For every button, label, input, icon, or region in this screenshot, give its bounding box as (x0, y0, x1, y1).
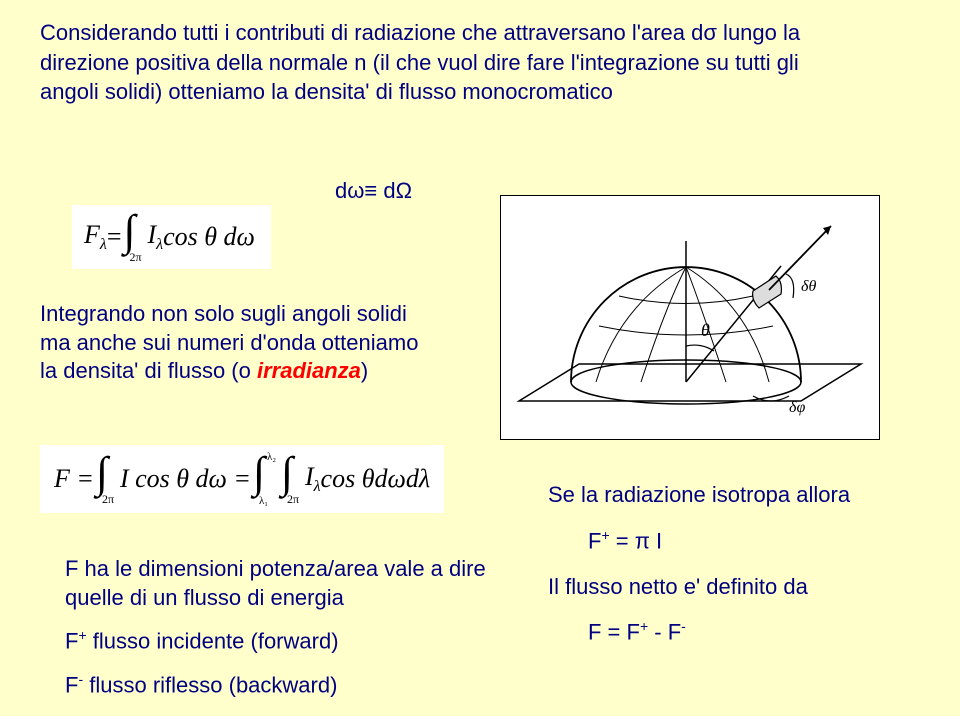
net-flux-text: Il flusso netto e' definito da (548, 572, 948, 602)
equivalence-note: dω≡ dΩ (335, 178, 412, 204)
delta-phi-label: δφ (789, 399, 805, 416)
f-dimensions-text: F ha le dimensioni potenza/area vale a d… (65, 555, 495, 612)
delta-theta-label: δθ (801, 278, 816, 295)
formula-flux-lambda: Fλ = ∫ 2π Iλ cos θ dω (72, 205, 271, 269)
f-minus-text: F- flusso riflesso (backward) (65, 670, 495, 700)
integrating-paragraph: Integrando non solo sugli angoli solidi … (40, 300, 440, 386)
fplus-equation: F+ = π I (588, 526, 948, 556)
right-text-column: Se la radiazione isotropa allora F+ = π … (548, 480, 948, 663)
irradianza-term: irradianza (257, 358, 361, 383)
formula-flux-total: F = ∫ 2π I cos θ dω = ∫ λ₂ λ₁ ∫ 2π Iλ co… (40, 445, 444, 513)
f-plus-text: F+ flusso incidente (forward) (65, 626, 495, 656)
isotropic-text: Se la radiazione isotropa allora (548, 480, 948, 510)
intro-paragraph: Considerando tutti i contributi di radia… (40, 18, 860, 107)
left-text-column: F ha le dimensioni potenza/area vale a d… (65, 555, 495, 714)
theta-label: θ (701, 320, 710, 340)
hemisphere-diagram: θ δθ δφ (500, 195, 880, 440)
net-flux-equation: F = F+ - F- (588, 617, 948, 647)
